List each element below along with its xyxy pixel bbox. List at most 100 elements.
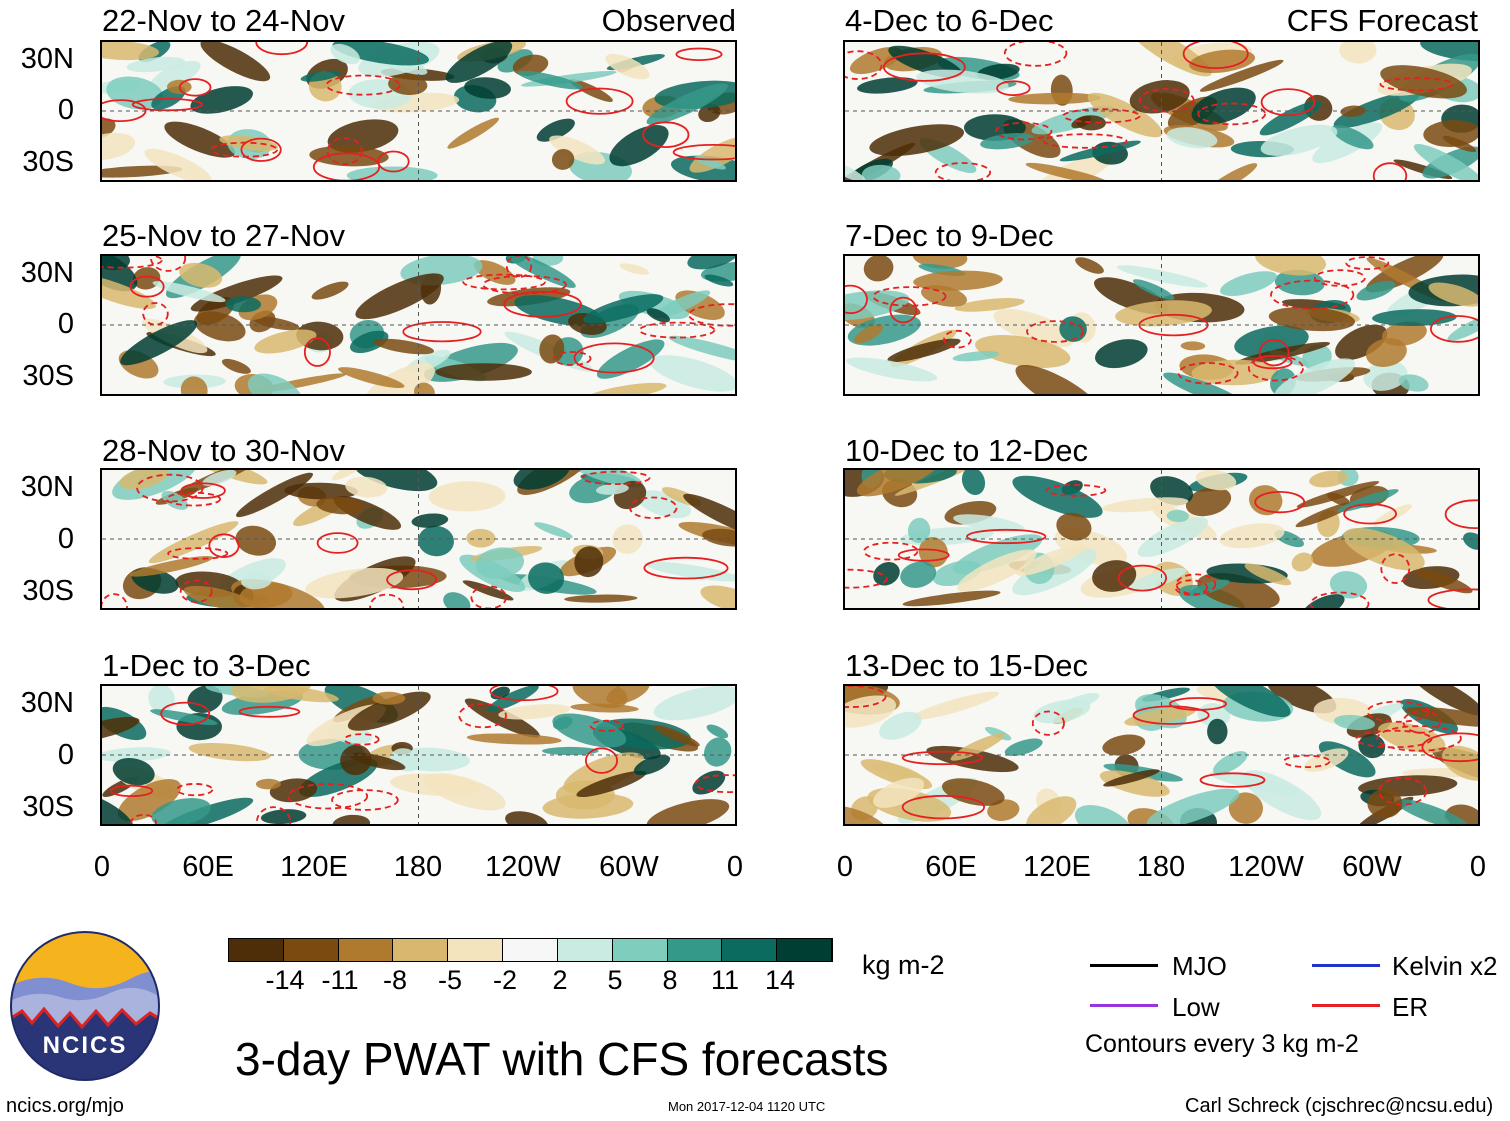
pwat-anomaly-blob	[462, 580, 514, 601]
pwat-anomaly-blob	[330, 43, 360, 65]
er-contour	[255, 42, 309, 56]
pwat-anomaly-blob	[1008, 92, 1101, 105]
pwat-anomaly-blob	[1365, 338, 1407, 367]
pwat-anomaly-blob	[845, 805, 889, 824]
pwat-anomaly-blob	[687, 256, 735, 270]
er-contour	[1258, 339, 1290, 367]
er-contour	[1379, 77, 1454, 92]
pwat-anomaly-blob	[683, 493, 735, 538]
pwat-anomaly-blob	[619, 263, 650, 275]
panel-title: 4-Dec to 6-Dec	[845, 3, 1054, 38]
logo-text: NCICS	[42, 1032, 128, 1059]
pwat-anomaly-blob	[447, 117, 500, 149]
pwat-field	[845, 686, 1478, 824]
pwat-anomaly-blob	[161, 490, 189, 510]
pwat-anomaly-blob	[950, 733, 1005, 761]
colorbar-swatch	[393, 939, 449, 961]
pwat-anomaly-blob	[300, 70, 340, 82]
pwat-anomaly-blob	[144, 148, 212, 180]
pwat-anomaly-blob	[706, 724, 729, 739]
pwat-anomaly-blob	[373, 338, 435, 355]
lon-label: 120W	[485, 851, 561, 883]
pwat-anomaly-blob	[857, 77, 918, 94]
er-contour	[343, 733, 380, 746]
pwat-anomaly-blob	[388, 74, 428, 95]
panel-title: 10-Dec to 12-Dec	[845, 433, 1088, 468]
pwat-anomaly-blob	[921, 285, 967, 307]
lat-label: 30N	[20, 687, 74, 719]
er-contour	[178, 78, 212, 97]
er-contour	[872, 286, 947, 307]
lon-label: 0	[93, 851, 111, 883]
pwat-anomaly-blob	[260, 809, 307, 824]
pwat-anomaly-blob	[1185, 486, 1232, 517]
pwat-anomaly-blob	[1339, 42, 1377, 64]
pwat-anomaly-blob	[332, 814, 371, 824]
pwat-anomaly-blob	[653, 686, 735, 721]
er-contour	[675, 47, 723, 62]
footer-url[interactable]: ncics.org/mjo	[6, 1095, 124, 1117]
pwat-anomaly-blob	[704, 737, 732, 767]
pwat-anomaly-blob	[1329, 571, 1368, 599]
pwat-anomaly-blob	[355, 273, 444, 320]
pwat-anomaly-blob	[505, 811, 549, 824]
er-contour	[462, 273, 546, 291]
er-contour	[1045, 484, 1107, 497]
pwat-anomaly-blob	[845, 695, 897, 728]
lat-label: 30N	[20, 43, 74, 75]
pwat-anomaly-blob	[445, 42, 513, 83]
pwat-anomaly-blob	[1056, 512, 1092, 541]
colorbar-boxes	[228, 938, 833, 962]
pwat-anomaly-blob	[190, 86, 253, 114]
lat-label: 0	[57, 739, 74, 771]
pwat-anomaly-blob	[606, 686, 650, 705]
colorbar-units: kg m-2	[862, 950, 945, 980]
pwat-anomaly-blob	[1199, 59, 1284, 92]
pwat-anomaly-blob	[1295, 502, 1354, 528]
pwat-anomaly-blob	[311, 281, 349, 300]
pwat-anomaly-blob	[574, 546, 604, 578]
pwat-anomaly-blob	[646, 308, 671, 323]
pwat-anomaly-blob	[954, 298, 1025, 312]
pwat-anomaly-blob	[692, 770, 726, 795]
colorbar-tick: -11	[321, 965, 359, 995]
map-panel	[843, 40, 1480, 182]
pwat-anomaly-blob	[1302, 594, 1345, 608]
pwat-anomaly-blob	[338, 367, 405, 389]
pwat-anomaly-blob	[1373, 504, 1412, 526]
pwat-anomaly-blob	[569, 79, 613, 102]
er-contour	[131, 97, 204, 112]
pwat-anomaly-blob	[1398, 374, 1429, 392]
er-contour	[1313, 269, 1366, 287]
pwat-anomaly-blob	[536, 118, 575, 142]
er-contour	[1260, 88, 1316, 117]
er-contour	[883, 52, 966, 82]
pwat-anomaly-blob	[183, 585, 259, 608]
pwat-anomaly-blob	[200, 42, 271, 82]
pwat-anomaly-blob	[1095, 339, 1148, 369]
pwat-anomaly-blob	[564, 594, 638, 603]
pwat-anomaly-blob	[698, 103, 721, 123]
er-contour	[897, 548, 950, 562]
pwat-anomaly-blob	[1166, 509, 1189, 523]
pwat-anomaly-blob	[414, 382, 435, 394]
pwat-anomaly-blob	[576, 770, 647, 798]
colorbar-swatch	[503, 939, 558, 961]
pwat-anomaly-blob	[255, 778, 281, 790]
pwat-anomaly-blob	[1116, 265, 1208, 288]
pwat-anomaly-blob	[512, 54, 549, 76]
pwat-anomaly-blob	[704, 274, 734, 287]
pwat-anomaly-blob	[345, 476, 388, 498]
lon-label: 60W	[599, 851, 659, 883]
er-contour	[386, 569, 438, 591]
er-contour	[1270, 279, 1355, 310]
pwat-field	[102, 42, 735, 180]
panel-title: 13-Dec to 15-Dec	[845, 648, 1088, 683]
pwat-anomaly-blob	[900, 561, 937, 588]
pwat-anomaly-blob	[1180, 341, 1206, 351]
map-panel	[843, 468, 1480, 610]
pwat-anomaly-blob	[916, 69, 1009, 94]
pwat-anomaly-blob	[102, 717, 140, 742]
legend-note: Contours every 3 kg m-2	[1085, 1030, 1359, 1058]
pwat-anomaly-blob	[1413, 143, 1478, 180]
